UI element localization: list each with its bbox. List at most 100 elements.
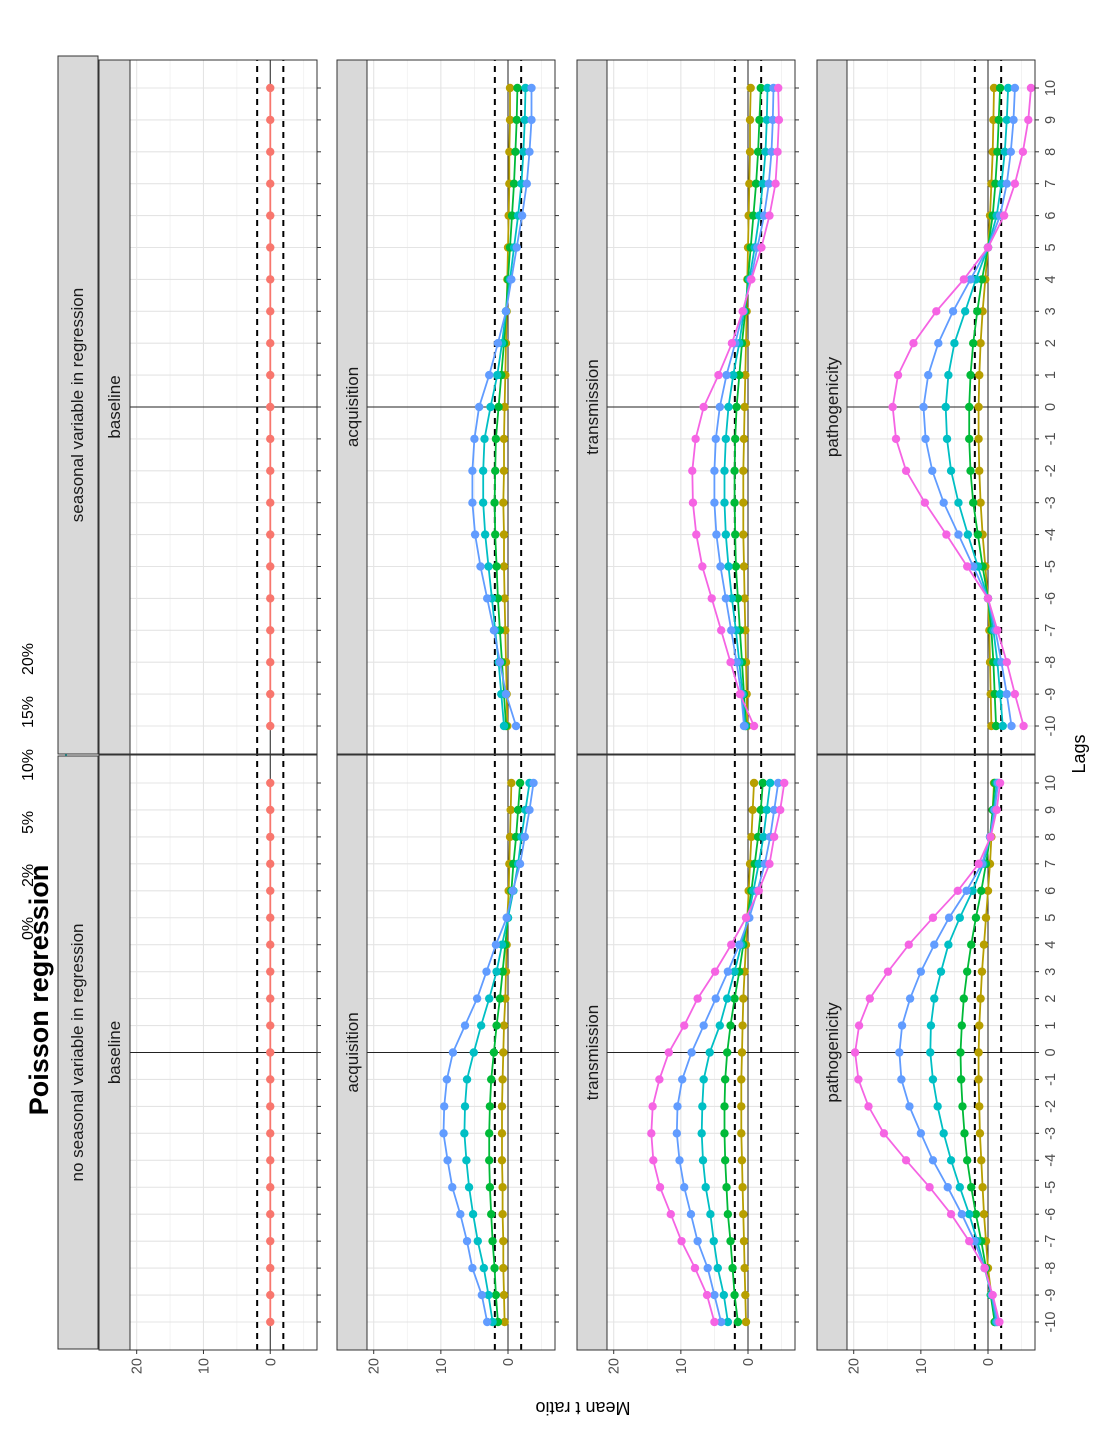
data-point xyxy=(965,1236,974,1246)
data-point xyxy=(999,211,1009,220)
y-tick-label: 20 xyxy=(130,1358,146,1374)
data-point xyxy=(975,1021,984,1030)
data-point xyxy=(957,1021,967,1030)
data-point xyxy=(986,832,995,842)
data-point xyxy=(688,466,697,475)
data-point xyxy=(492,1021,501,1030)
data-point xyxy=(507,778,516,788)
data-point xyxy=(499,1048,508,1057)
data-point xyxy=(995,689,1005,699)
legend-label: 0% xyxy=(20,917,37,940)
data-point xyxy=(959,994,969,1003)
data-point xyxy=(1026,83,1036,93)
data-point xyxy=(507,211,517,220)
data-point xyxy=(266,498,275,507)
data-point xyxy=(460,1129,469,1138)
data-point xyxy=(468,498,477,507)
data-point xyxy=(522,179,531,188)
data-point xyxy=(266,434,275,444)
data-point xyxy=(511,147,520,156)
data-point xyxy=(712,530,721,539)
data-point xyxy=(740,1263,749,1273)
data-point xyxy=(726,1021,735,1030)
data-point xyxy=(490,498,499,507)
data-point xyxy=(680,1021,689,1030)
data-point xyxy=(737,1102,746,1111)
data-point xyxy=(767,147,776,156)
data-point xyxy=(266,1048,275,1057)
data-point xyxy=(492,967,501,976)
y-axis-title: Mean t ratio xyxy=(535,1398,630,1418)
data-point xyxy=(512,243,521,252)
data-point xyxy=(901,1156,911,1165)
data-point xyxy=(266,466,275,475)
data-point xyxy=(266,1263,275,1273)
data-point xyxy=(926,1048,935,1057)
data-point xyxy=(1002,689,1011,699)
data-point xyxy=(499,721,509,731)
data-point xyxy=(492,562,501,571)
data-point xyxy=(759,832,768,842)
x-tick-label: 9 xyxy=(1043,116,1059,124)
data-point xyxy=(1010,689,1020,699)
data-point xyxy=(498,1183,507,1192)
panel-transmission: transmission xyxy=(576,59,799,755)
data-point xyxy=(443,1156,452,1165)
data-point xyxy=(690,1263,700,1273)
data-point xyxy=(920,498,930,507)
data-point xyxy=(511,721,521,731)
data-point xyxy=(520,832,529,842)
data-point xyxy=(730,1290,739,1300)
data-point xyxy=(757,243,766,252)
data-point xyxy=(655,1075,664,1084)
data-point xyxy=(710,967,720,976)
data-point xyxy=(713,1263,722,1273)
data-point xyxy=(933,1102,942,1111)
data-point xyxy=(939,498,948,507)
data-point xyxy=(962,562,972,571)
data-point xyxy=(921,434,930,444)
data-point xyxy=(486,402,495,412)
data-point xyxy=(904,940,913,949)
data-point xyxy=(723,967,733,976)
data-point xyxy=(956,1048,965,1057)
data-point xyxy=(909,338,918,348)
data-point xyxy=(738,1021,747,1030)
data-point xyxy=(448,1048,458,1057)
data-point xyxy=(747,832,756,842)
data-point xyxy=(723,1317,733,1327)
x-tick-label: -4 xyxy=(1043,1154,1059,1167)
data-point xyxy=(1003,83,1013,93)
data-point xyxy=(266,147,275,156)
data-point xyxy=(499,1021,509,1030)
data-point xyxy=(505,147,514,156)
data-point xyxy=(500,402,509,412)
data-point xyxy=(479,1263,489,1273)
data-point xyxy=(720,498,729,507)
data-point xyxy=(756,805,765,815)
data-point xyxy=(493,370,502,380)
row-facet-label: baseline xyxy=(105,375,124,438)
data-point xyxy=(977,967,987,976)
data-point xyxy=(991,179,1000,188)
data-point xyxy=(266,243,275,252)
data-point xyxy=(745,179,754,188)
data-point xyxy=(699,1075,708,1084)
data-point xyxy=(991,721,1001,731)
data-point xyxy=(774,778,783,788)
data-point xyxy=(501,307,511,316)
data-point xyxy=(266,370,275,380)
data-point xyxy=(495,658,505,667)
data-point xyxy=(943,1183,952,1192)
data-point xyxy=(980,1263,989,1273)
data-point xyxy=(850,1048,860,1057)
x-tick-label: -10 xyxy=(1043,1312,1059,1333)
data-point xyxy=(468,1263,477,1273)
data-point xyxy=(749,778,759,788)
data-point xyxy=(971,1209,981,1219)
data-point xyxy=(711,434,720,444)
data-point xyxy=(727,594,737,603)
data-point xyxy=(1002,179,1011,188)
data-point xyxy=(758,778,767,788)
data-point xyxy=(693,1236,702,1246)
